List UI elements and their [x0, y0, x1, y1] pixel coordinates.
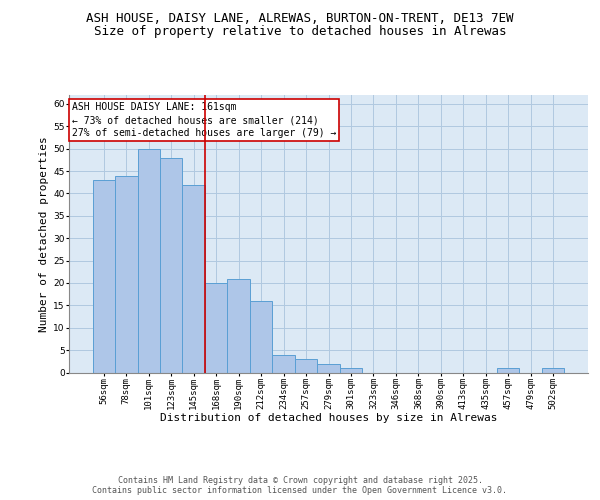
- Bar: [92, 180, 115, 372]
- X-axis label: Distribution of detached houses by size in Alrewas: Distribution of detached houses by size …: [160, 413, 497, 423]
- Bar: [160, 158, 182, 372]
- Bar: [250, 301, 272, 372]
- Bar: [295, 359, 317, 372]
- Y-axis label: Number of detached properties: Number of detached properties: [39, 136, 49, 332]
- Text: ASH HOUSE DAISY LANE: 161sqm
← 73% of detached houses are smaller (214)
27% of s: ASH HOUSE DAISY LANE: 161sqm ← 73% of de…: [71, 102, 336, 139]
- Text: Size of property relative to detached houses in Alrewas: Size of property relative to detached ho…: [94, 25, 506, 38]
- Bar: [542, 368, 565, 372]
- Bar: [182, 184, 205, 372]
- Bar: [137, 148, 160, 372]
- Bar: [272, 354, 295, 372]
- Bar: [227, 278, 250, 372]
- Bar: [340, 368, 362, 372]
- Bar: [317, 364, 340, 372]
- Text: Contains HM Land Registry data © Crown copyright and database right 2025.
Contai: Contains HM Land Registry data © Crown c…: [92, 476, 508, 495]
- Bar: [115, 176, 137, 372]
- Bar: [205, 283, 227, 372]
- Bar: [497, 368, 520, 372]
- Text: ASH HOUSE, DAISY LANE, ALREWAS, BURTON-ON-TRENT, DE13 7EW: ASH HOUSE, DAISY LANE, ALREWAS, BURTON-O…: [86, 12, 514, 26]
